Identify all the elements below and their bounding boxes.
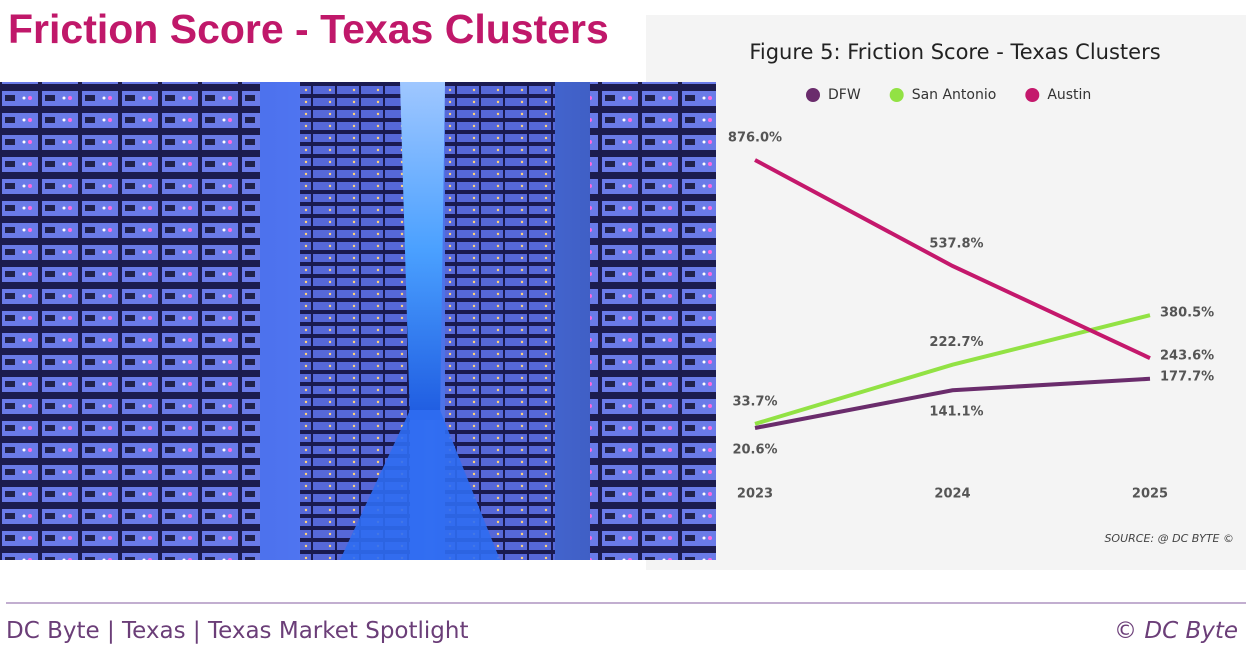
series-line	[754, 158, 1151, 360]
footer-right: © DC Byte	[1114, 618, 1238, 644]
data-label: 222.7%	[929, 335, 983, 350]
data-label: 537.8%	[929, 236, 983, 251]
data-label: 141.1%	[929, 405, 983, 420]
data-label: 20.6%	[732, 443, 777, 458]
data-label: 33.7%	[732, 394, 777, 409]
legend-label: Austin	[1047, 87, 1091, 103]
x-tick-label: 2023	[737, 487, 773, 502]
page-title: Friction Score - Texas Clusters	[8, 6, 609, 52]
data-label: 243.6%	[1160, 349, 1214, 364]
legend-swatch	[806, 88, 820, 102]
source: SOURCE: @ DC BYTE ©	[1104, 532, 1234, 545]
series-line	[754, 376, 1151, 430]
x-tick-label: 2024	[934, 487, 970, 502]
chart: Figure 5: Friction Score - Texas Cluster…	[0, 15, 1246, 570]
chart-panel	[646, 15, 1246, 570]
photo	[0, 82, 716, 560]
chart-title: Figure 5: Friction Score - Texas Cluster…	[749, 40, 1160, 64]
legend-label: San Antonio	[912, 87, 997, 103]
data-label: 380.5%	[1160, 306, 1214, 321]
legend-swatch	[1025, 88, 1040, 102]
data-label: 177.7%	[1160, 369, 1214, 384]
x-tick-label: 2025	[1132, 487, 1168, 502]
footer-left: DC Byte | Texas | Texas Market Spotlight	[6, 618, 469, 644]
legend-swatch	[889, 88, 904, 102]
legend-label: DFW	[828, 87, 861, 103]
footer-rule	[6, 602, 1246, 604]
data-label: 876.0%	[728, 131, 782, 146]
series-line	[754, 313, 1151, 426]
